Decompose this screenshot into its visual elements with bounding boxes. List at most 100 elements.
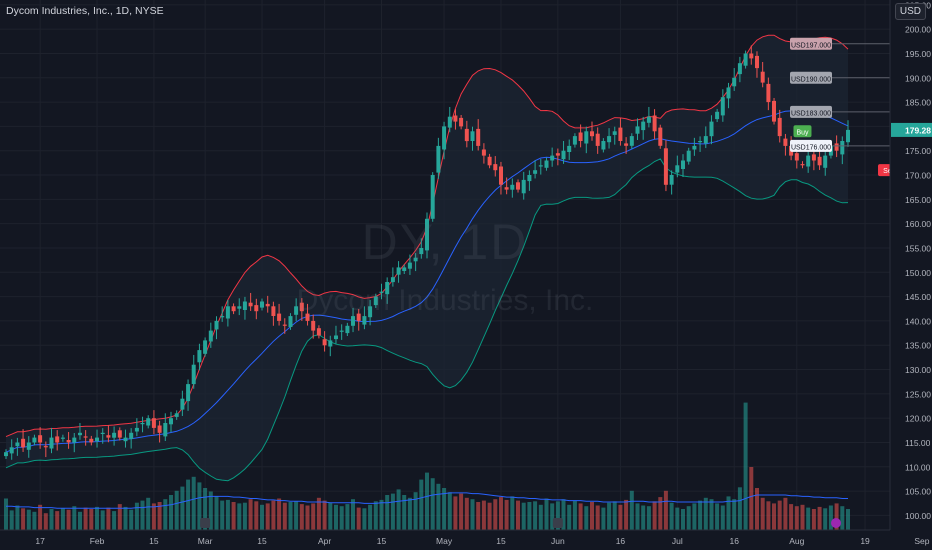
volume-bar (789, 504, 794, 530)
price-tick-label: 115.00 (905, 438, 931, 448)
volume-bar (817, 506, 822, 530)
volume-moving-average (6, 492, 848, 509)
candle (282, 318, 287, 334)
candle (72, 432, 77, 453)
candle (106, 425, 111, 443)
bollinger-middle-ma (5, 110, 849, 453)
candle (248, 292, 253, 311)
candle (652, 109, 657, 140)
candle-body (538, 165, 543, 167)
candle (49, 427, 54, 454)
volume-bar (157, 502, 162, 530)
volume-bar (271, 500, 276, 530)
volume-bar (834, 503, 839, 530)
candle (55, 430, 60, 451)
volume-bar (550, 503, 555, 530)
volume-bar (703, 497, 708, 530)
candle-body (709, 121, 714, 137)
volume-bar (618, 504, 623, 530)
candle-body (555, 153, 560, 156)
volume-bar (78, 511, 82, 530)
candle (407, 254, 412, 275)
candle (356, 309, 361, 331)
candle-body (499, 166, 503, 185)
volume-bar (140, 500, 145, 530)
volume-bar (607, 502, 612, 530)
price-axis: 100.00 105.00 110.00 115.00 120.00 125.00 130.… (889, 0, 932, 550)
candle-body (129, 432, 134, 439)
volume-bar (572, 500, 577, 530)
volume-bar (43, 513, 48, 530)
currency-button[interactable]: USD (894, 3, 926, 20)
price-axis-background (890, 0, 932, 550)
volume-bar (112, 511, 117, 530)
volume-bar (624, 499, 629, 530)
volume-bar (220, 500, 225, 530)
candle-body (55, 436, 60, 443)
symbol-header[interactable]: Dycom Industries, Inc., 1D, NYSE (6, 5, 164, 17)
current-price-label: 179.28 (905, 125, 931, 135)
volume-bar (578, 503, 583, 530)
candle-body (351, 316, 355, 326)
candle (4, 449, 8, 460)
candle-body (299, 302, 304, 312)
candle (510, 178, 515, 198)
candle (720, 89, 725, 122)
time-tick-label: Jun (551, 536, 565, 546)
volume-bar (669, 502, 674, 530)
candle-body (663, 148, 668, 185)
earnings-e-icon (200, 518, 211, 528)
candle-body (32, 437, 37, 443)
volume-bar (49, 509, 54, 530)
candle (271, 301, 276, 326)
candle (9, 439, 14, 460)
candle (191, 354, 196, 389)
candle (686, 147, 691, 165)
candle-body (510, 184, 515, 190)
candle-body (83, 436, 88, 438)
volume-bar (151, 503, 156, 530)
candle (134, 418, 139, 437)
candle (572, 133, 577, 148)
candle (368, 300, 373, 326)
candle (60, 434, 65, 442)
candle (214, 316, 219, 340)
volume-bar (652, 501, 657, 530)
candle (453, 109, 458, 130)
volume-bar (390, 493, 395, 530)
candle-body (186, 384, 191, 402)
candle (800, 161, 805, 169)
volume-bar (646, 506, 651, 530)
time-tick-label: 17 (35, 536, 45, 546)
volume-bar (89, 509, 94, 530)
volume-bar (214, 496, 219, 530)
volume-bar (385, 495, 390, 530)
volume-bar (254, 501, 259, 530)
price-tick-label: 110.00 (905, 462, 931, 472)
volume-bar (476, 502, 481, 530)
time-tick-label: 16 (616, 536, 626, 546)
price-tick-label: 145.00 (905, 292, 931, 302)
interval-label[interactable]: 1D (115, 5, 130, 17)
candle-body (811, 154, 816, 161)
volume-bar (407, 497, 412, 530)
volume-bar (129, 509, 134, 530)
volume-bar (749, 467, 754, 530)
volume-bar (641, 505, 646, 530)
candle-body (743, 53, 748, 66)
volume-bar (732, 499, 737, 530)
price-tick-label: 120.00 (905, 414, 931, 424)
candle (499, 161, 503, 195)
volume-bar (811, 509, 816, 530)
candle-body (846, 129, 850, 143)
candle (78, 423, 82, 440)
candle-body (78, 432, 82, 436)
volume-bar (225, 499, 230, 530)
price-tick-label: 165.00 (905, 195, 931, 205)
candle (334, 325, 338, 344)
candle (447, 106, 452, 133)
candle-body (607, 136, 612, 143)
volume-bar (351, 499, 355, 530)
candle (840, 136, 845, 165)
